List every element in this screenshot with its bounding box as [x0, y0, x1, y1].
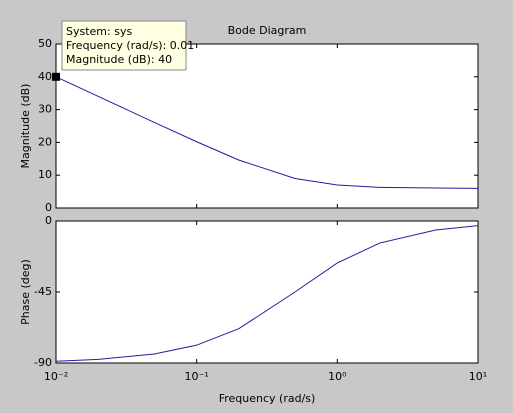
y-tick-label: 50	[38, 37, 52, 50]
datatip-box	[61, 20, 187, 71]
x-tick-label: 10⁻²	[44, 370, 68, 383]
y-axis-label: Phase (deg)	[19, 259, 32, 325]
y-tick-label: 40	[38, 70, 52, 83]
datatip-text: Frequency (rad/s): 0.01	[66, 39, 194, 52]
datatip-marker	[52, 72, 60, 81]
x-tick-label: 10⁻¹	[185, 370, 209, 383]
y-tick-label: 0	[45, 214, 52, 227]
x-tick-label: 10⁰	[328, 370, 347, 383]
plot-area	[55, 43, 479, 209]
series-line	[55, 225, 479, 362]
y-tick-label: 20	[38, 135, 52, 148]
plot-area	[55, 220, 479, 364]
y-axis-label: Magnitude (dB)	[19, 84, 32, 169]
y-tick-label: 30	[38, 103, 52, 116]
x-tick-label: 10¹	[469, 370, 487, 383]
y-tick-label: -45	[34, 285, 52, 298]
y-tick-label: 10	[38, 168, 52, 181]
x-axis-label: Frequency (rad/s)	[219, 392, 316, 405]
series-line	[55, 76, 479, 189]
y-tick-label: 0	[45, 201, 52, 214]
datatip-text: System: sys	[66, 25, 132, 38]
chart-title: Bode Diagram	[228, 24, 307, 37]
datatip-text: Magnitude (dB): 40	[66, 53, 172, 66]
y-tick-label: -90	[34, 356, 52, 369]
